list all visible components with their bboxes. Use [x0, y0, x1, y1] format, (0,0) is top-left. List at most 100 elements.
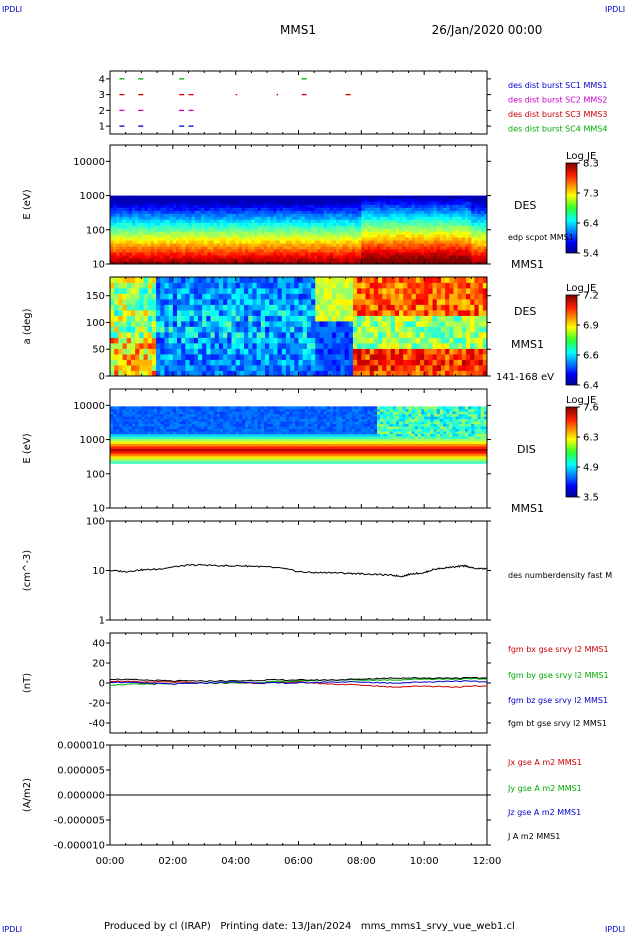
spectrogram-cell	[150, 453, 155, 457]
spectrogram-cell	[119, 216, 123, 220]
spectrogram-cell	[455, 216, 460, 220]
spectrogram-cell	[118, 348, 123, 355]
spectrogram-cell	[370, 258, 375, 262]
spectrogram-cell	[245, 204, 249, 208]
spectrogram-cell	[181, 277, 186, 283]
spectrogram-cell	[153, 255, 158, 259]
spectrogram-cell	[289, 261, 293, 265]
spectrogram-cell	[128, 228, 133, 232]
spectrogram-cell	[157, 222, 161, 226]
spectrogram-cell	[373, 282, 379, 289]
spectrogram-cell	[314, 234, 318, 238]
spectrogram-cell	[336, 337, 341, 344]
spectrogram-cell	[449, 326, 454, 333]
spectrogram-cell	[185, 315, 190, 322]
spectrogram-cell	[336, 315, 341, 322]
spectrogram-cell	[252, 354, 258, 360]
spectrogram-cell	[175, 216, 180, 220]
spectrogram-cell	[241, 255, 246, 259]
spectrogram-cell	[457, 304, 463, 311]
spectrogram-cell	[153, 213, 158, 217]
spectrogram-cell	[417, 225, 422, 229]
spectrogram-cell	[110, 246, 114, 250]
spectrogram-cell	[452, 252, 456, 256]
spectrogram-cell	[143, 370, 149, 377]
spectrogram-cell	[204, 195, 208, 199]
spectrogram-cell	[424, 207, 428, 211]
spectrogram-cell	[427, 243, 431, 247]
spectrogram-cell	[301, 213, 306, 217]
spectrogram-cell	[453, 359, 459, 366]
spectrogram-cell	[361, 249, 365, 253]
spectrogram-cell	[254, 213, 259, 217]
spectrogram-cell	[295, 261, 299, 265]
spectrogram-cell	[118, 282, 123, 289]
spectrogram-cell	[395, 204, 400, 208]
spectrogram-cell	[279, 204, 284, 208]
spectrogram-cell	[210, 365, 216, 371]
y-tick-label: 10000	[73, 157, 105, 168]
spectrogram-cell	[122, 413, 127, 417]
spectrogram-cell	[314, 204, 318, 208]
spectrogram-cell	[157, 460, 161, 464]
spectrogram-cell	[365, 321, 371, 327]
spectrogram-cell	[232, 222, 237, 226]
spectrogram-cell	[128, 436, 133, 439]
spectrogram-cell	[122, 304, 128, 311]
spectrogram-cell	[351, 210, 356, 214]
spectrogram-cell	[449, 213, 453, 217]
spectrogram-cell	[213, 216, 218, 220]
spectrogram-cell	[214, 282, 220, 289]
spectrogram-cell	[453, 282, 459, 289]
spectrogram-cell	[147, 418, 152, 422]
spectrogram-cell	[352, 326, 358, 333]
spectrogram-cell	[219, 261, 224, 265]
spectrogram-cell	[458, 195, 463, 199]
spectrogram-cell	[317, 225, 321, 229]
spectrogram-cell	[364, 201, 369, 205]
spectrogram-cell	[128, 255, 133, 259]
spectrogram-cell	[408, 231, 412, 235]
spectrogram-cell	[163, 201, 167, 205]
spectrogram-cell	[319, 315, 325, 322]
spectrogram-cell	[147, 406, 152, 410]
spectrogram-cell	[169, 255, 174, 259]
spectrogram-cell	[339, 204, 343, 208]
spectrogram-cell	[175, 213, 180, 217]
spectrogram-cell	[269, 326, 274, 333]
spectrogram-cell	[229, 246, 233, 250]
spectrogram-cell	[373, 201, 378, 205]
spectrogram-cell	[357, 277, 362, 283]
spectrogram-cell	[141, 225, 145, 229]
spectrogram-cell	[414, 219, 419, 223]
spectrogram-cell	[342, 231, 347, 235]
spectrogram-cell	[361, 343, 366, 349]
spectrogram-cell	[248, 315, 253, 322]
spectrogram-cell	[345, 240, 350, 244]
spectrogram-cell	[122, 426, 127, 430]
spectrogram-cell	[294, 343, 299, 349]
spectrogram-cell	[214, 321, 220, 327]
spectrogram-cell	[298, 261, 303, 265]
spectrogram-cell	[135, 348, 140, 355]
spectrogram-cell	[188, 204, 193, 208]
spectrogram-cell	[238, 204, 243, 208]
spectrogram-cell	[201, 210, 205, 214]
spectrogram-cell	[113, 411, 117, 415]
spectrogram-cell	[415, 293, 421, 300]
spectrogram-cell	[144, 204, 149, 208]
spectrogram-cell	[191, 201, 196, 205]
spectrogram-cell	[218, 299, 224, 305]
spectrogram-cell	[389, 255, 394, 259]
spectrogram-cell	[125, 453, 130, 457]
spectrogram-cell	[383, 204, 387, 208]
spectrogram-cell	[279, 207, 284, 211]
spectrogram-cell	[263, 234, 268, 238]
spectrogram-cell	[119, 413, 123, 417]
spectrogram-cell	[348, 258, 353, 262]
spectrogram-cell	[433, 249, 438, 253]
spectrogram-cell	[452, 228, 456, 232]
spectrogram-cell	[323, 258, 328, 262]
spectrogram-cell	[471, 216, 475, 220]
spectrogram-cell	[226, 234, 230, 238]
